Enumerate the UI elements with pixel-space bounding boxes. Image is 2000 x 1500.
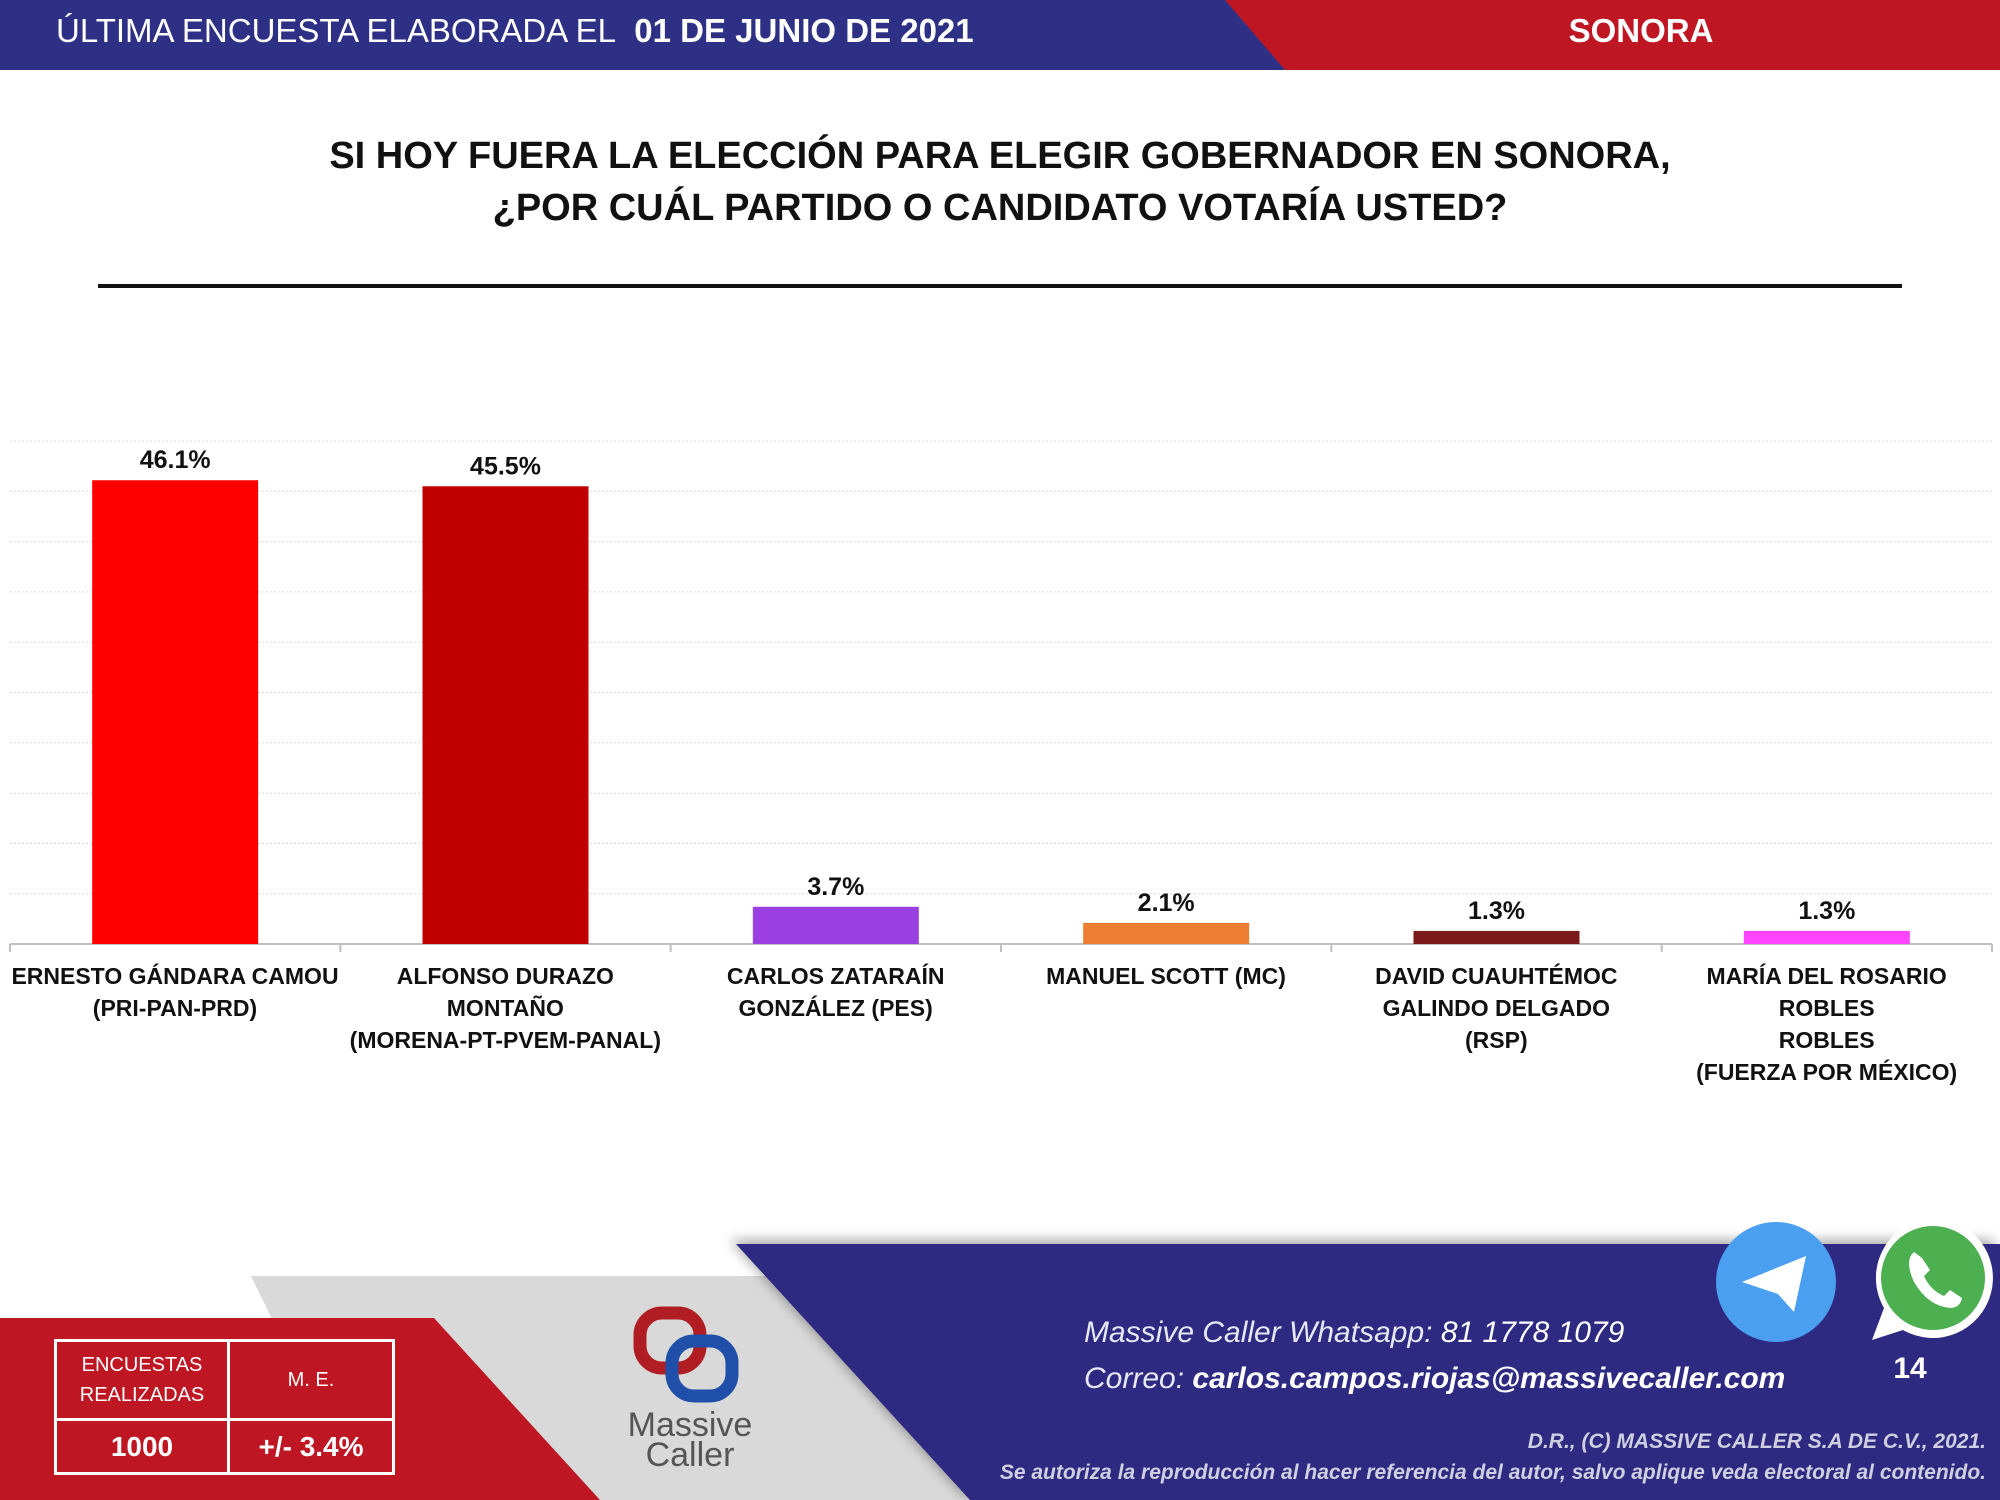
bar-chart: 46.1% 45.5% 3.7% 2.1% 1.3% 1.3%: [9, 440, 1993, 952]
title-divider: [98, 284, 1902, 288]
bar: [1083, 922, 1250, 944]
category-label-line: GONZÁLEZ (PES): [738, 995, 933, 1021]
category-label: MARÍA DEL ROSARIO ROBLES ROBLES (FUERZA PO…: [1662, 960, 1992, 1088]
category-label-line: DAVID CUAUHTÉMOC: [1375, 963, 1618, 989]
category-label: DAVID CUAUHTÉMOC GALINDO DELGADO (RSP): [1331, 960, 1661, 1056]
telegram-icon[interactable]: [1714, 1220, 1838, 1344]
title-line-1: SI HOY FUERA LA ELECCIÓN PARA ELEGIR GOB…: [329, 135, 1671, 177]
footer-background: [0, 1244, 2000, 1500]
data-label: 3.7%: [807, 873, 864, 901]
title-line-2: ¿POR CUÁL PARTIDO O CANDIDATO VOTARÍA US…: [492, 187, 1508, 229]
page-number: 14: [1893, 1352, 1927, 1385]
category-label-line: MARÍA DEL ROSARIO ROBLES: [1706, 963, 1947, 1021]
email-link[interactable]: carlos.campos.riojas@massivecaller.com: [1192, 1362, 1786, 1395]
whatsapp-icon[interactable]: [1866, 1212, 2000, 1346]
surveys-label: ENCUESTAS REALIZADAS: [79, 1354, 205, 1406]
logo-icon: [633, 1306, 739, 1403]
category-label-line: (PRI-PAN-PRD): [92, 995, 258, 1021]
header-red-band: [1220, 0, 2000, 70]
category-label-line: CARLOS ZATARAÍN: [726, 963, 945, 989]
email-label: Correo:: [1084, 1362, 1185, 1395]
margin-error-value: +/- 3.4%: [258, 1430, 364, 1462]
data-label: 2.1%: [1138, 889, 1195, 917]
surveys-value: 1000: [110, 1430, 174, 1462]
category-label-line: ALFONSO DURAZO: [396, 963, 614, 989]
category-label-line: GALINDO DELGADO: [1382, 995, 1611, 1021]
category-label: ALFONSO DURAZO MONTAÑO (MORENA-PT-PVEM-PAN…: [340, 960, 670, 1056]
margin-error-label: M. E.: [287, 1368, 335, 1391]
bar: [1743, 930, 1910, 944]
copyright-line-1: D.R., (C) MASSIVE CALLER S.A DE C.V., 20…: [1527, 1430, 1986, 1453]
logo-text-2: Caller: [645, 1436, 735, 1474]
bar: [752, 906, 919, 944]
bar: [1413, 930, 1580, 944]
footer-red-band: [0, 1318, 600, 1500]
whatsapp-number: 81 1778 1079: [1440, 1316, 1625, 1349]
data-label: 45.5%: [470, 452, 541, 480]
bar: [422, 486, 589, 944]
category-label: CARLOS ZATARAÍN GONZÁLEZ (PES): [671, 960, 1001, 1024]
logo-text-1: Massive: [627, 1406, 753, 1444]
category-label: MANUEL SCOTT (MC): [1001, 960, 1331, 992]
category-label: ERNESTO GÁNDARA CAMOU (PRI-PAN-PRD): [10, 960, 340, 1024]
data-label: 46.1%: [140, 446, 211, 474]
data-label: 1.3%: [1798, 897, 1855, 925]
survey-date-prefix: ÚLTIMA ENCUESTA ELABORADA EL: [56, 12, 616, 49]
massive-caller-logo: Massive Caller: [610, 1305, 770, 1475]
data-label: 1.3%: [1468, 897, 1525, 925]
whatsapp-label: Massive Caller Whatsapp:: [1084, 1316, 1433, 1349]
header-text: ÚLTIMA ENCUESTA ELABORADA EL 01 DE JUNIO…: [56, 12, 974, 50]
survey-date: 01 DE JUNIO DE 2021: [634, 12, 974, 49]
header-bar: [0, 0, 2000, 70]
state-label: SONORA: [1568, 12, 1714, 49]
chart-title: SI HOY FUERA LA ELECCIÓN PARA ELEGIR GOB…: [0, 130, 2000, 234]
footer-blue-band: [736, 1244, 2000, 1500]
stats-table: ENCUESTAS REALIZADAS M. E. 1000 +/- 3.4%: [54, 1339, 395, 1475]
category-label-line: MANUEL SCOTT (MC): [1046, 963, 1286, 989]
category-label-line: (RSP): [1465, 1027, 1528, 1053]
copyright-line-2: Se autoriza la reproducción al hacer ref…: [999, 1461, 1986, 1484]
category-label-line: ERNESTO GÁNDARA CAMOU: [11, 963, 339, 989]
category-label-line: ROBLES: [1778, 1027, 1875, 1053]
category-label-line: (FUERZA POR MÉXICO): [1696, 1059, 1958, 1085]
header-blue-band: [0, 0, 1285, 70]
category-label-line: (MORENA-PT-PVEM-PANAL): [349, 1027, 661, 1053]
category-label-line: MONTAÑO: [446, 995, 564, 1021]
bar: [92, 480, 259, 944]
